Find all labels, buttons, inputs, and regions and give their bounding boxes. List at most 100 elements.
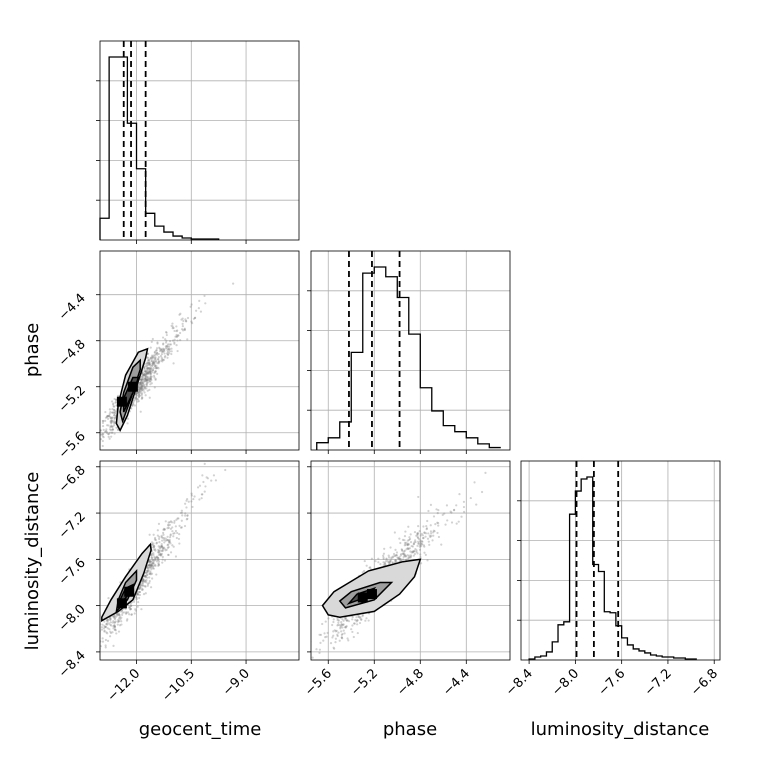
joint-geocent-time-vs-phase-point xyxy=(137,394,140,397)
joint-geocent-time-vs-luminosity-distance-point xyxy=(121,611,124,614)
joint-phase-vs-luminosity-distance-point xyxy=(322,639,325,642)
joint-geocent-time-vs-luminosity-distance-point xyxy=(156,551,160,554)
ylabel-phase: phase xyxy=(22,323,43,377)
joint-geocent-time-vs-luminosity-distance-point xyxy=(157,562,160,565)
joint-geocent-time-vs-luminosity-distance-point xyxy=(168,538,171,542)
joint-geocent-time-vs-phase-point xyxy=(109,417,112,420)
joint-geocent-time-vs-phase-point xyxy=(148,377,152,380)
joint-geocent-time-vs-luminosity-distance-point xyxy=(116,620,120,623)
joint-geocent-time-vs-phase-point xyxy=(147,361,150,364)
joint-geocent-time-vs-phase-point xyxy=(111,425,114,428)
joint-geocent-time-vs-luminosity-distance-point xyxy=(142,593,146,596)
joint-geocent-time-vs-phase-point xyxy=(151,355,154,358)
joint-geocent-time-vs-phase-point xyxy=(144,379,147,382)
joint-geocent-time-vs-luminosity-distance-point xyxy=(116,614,119,617)
joint-phase-vs-luminosity-distance-point xyxy=(407,554,411,557)
joint-geocent-time-vs-luminosity-distance-point xyxy=(168,521,171,524)
joint-geocent-time-vs-phase-point xyxy=(154,378,157,381)
joint-phase-vs-luminosity-distance-point xyxy=(368,566,371,569)
joint-geocent-time-vs-phase-point xyxy=(153,356,156,359)
joint-geocent-time-vs-luminosity-distance-point xyxy=(144,576,147,579)
joint-phase-vs-luminosity-distance-point xyxy=(395,554,398,557)
joint-geocent-time-vs-luminosity-distance-point xyxy=(179,511,182,514)
joint-geocent-time-vs-luminosity-distance-point xyxy=(150,572,154,575)
joint-phase-vs-luminosity-distance-point xyxy=(319,633,323,636)
joint-phase-vs-luminosity-distance-point xyxy=(397,557,400,560)
joint-phase-vs-luminosity-distance-point xyxy=(343,632,346,635)
joint-phase-vs-luminosity-distance-point xyxy=(388,560,392,563)
joint-geocent-time-vs-phase-point xyxy=(140,392,144,395)
joint-geocent-time-vs-luminosity-distance-point xyxy=(187,500,190,503)
joint-geocent-time-vs-luminosity-distance-point xyxy=(132,600,136,603)
joint-geocent-time-vs-phase-point xyxy=(146,381,149,384)
joint-geocent-time-vs-phase-point xyxy=(150,356,153,359)
joint-geocent-time-vs-phase-point xyxy=(147,379,151,382)
joint-geocent-time-vs-luminosity-distance-point xyxy=(186,498,189,501)
joint-geocent-time-vs-phase-point xyxy=(168,352,171,355)
joint-phase-vs-luminosity-distance-point xyxy=(413,550,416,553)
joint-geocent-time-vs-luminosity-distance-point xyxy=(160,545,163,548)
joint-geocent-time-vs-phase-point xyxy=(141,376,144,379)
joint-phase-vs-luminosity-distance-point xyxy=(382,563,385,566)
joint-phase-vs-luminosity-distance-point xyxy=(331,623,334,627)
joint-geocent-time-vs-luminosity-distance-point xyxy=(167,546,170,549)
joint-phase-vs-luminosity-distance-point xyxy=(382,554,385,557)
joint-geocent-time-vs-luminosity-distance-point xyxy=(157,548,160,551)
joint-geocent-time-vs-luminosity-distance-point xyxy=(184,502,187,505)
joint-geocent-time-vs-phase-point xyxy=(165,345,168,348)
joint-geocent-time-vs-phase-point xyxy=(149,383,152,386)
joint-geocent-time-vs-luminosity-distance-point xyxy=(157,563,160,566)
joint-geocent-time-vs-phase-point xyxy=(180,318,183,321)
joint-geocent-time-vs-phase-point xyxy=(111,411,114,414)
joint-geocent-time-vs-phase-point xyxy=(173,329,176,333)
joint-geocent-time-vs-phase-point xyxy=(155,347,159,350)
joint-geocent-time-vs-phase-point xyxy=(148,362,151,365)
joint-geocent-time-vs-phase-point xyxy=(154,359,157,362)
joint-phase-vs-luminosity-distance-point xyxy=(344,626,347,629)
joint-geocent-time-vs-phase-point xyxy=(149,366,152,370)
joint-geocent-time-vs-phase-point xyxy=(155,360,158,363)
joint-phase-vs-luminosity-distance-point xyxy=(332,630,335,633)
joint-phase-vs-luminosity-distance-point xyxy=(400,548,403,551)
joint-geocent-time-vs-luminosity-distance-points xyxy=(100,462,227,650)
joint-geocent-time-vs-phase-point xyxy=(89,450,91,452)
joint-geocent-time-vs-phase-point xyxy=(154,370,157,373)
joint-geocent-time-vs-phase-point xyxy=(155,366,158,370)
joint-geocent-time-vs-luminosity-distance-point xyxy=(167,539,171,542)
joint-geocent-time-vs-phase-point xyxy=(151,360,154,363)
joint-geocent-time-vs-luminosity-distance-point xyxy=(121,613,124,616)
joint-geocent-time-vs-phase-point xyxy=(146,378,150,381)
joint-geocent-time-vs-phase-point xyxy=(149,370,152,374)
joint-geocent-time-vs-luminosity-distance-point xyxy=(161,549,164,553)
joint-geocent-time-vs-luminosity-distance-point xyxy=(151,565,155,568)
joint-geocent-time-vs-luminosity-distance-point xyxy=(168,540,171,543)
joint-phase-vs-luminosity-distance-point xyxy=(344,618,347,621)
joint-geocent-time-vs-luminosity-distance-point xyxy=(104,625,107,629)
joint-geocent-time-vs-phase-point xyxy=(151,356,154,360)
joint-phase-vs-luminosity-distance-point xyxy=(359,615,362,619)
joint-geocent-time-vs-phase-point xyxy=(232,282,235,285)
joint-geocent-time-vs-phase-point xyxy=(147,359,150,362)
joint-geocent-time-vs-luminosity-distance-ytick-label: −8.0 xyxy=(56,602,89,635)
joint-geocent-time-vs-luminosity-distance-point xyxy=(160,552,163,555)
joint-phase-vs-luminosity-distance-point xyxy=(407,547,410,551)
joint-geocent-time-vs-phase-point xyxy=(103,430,107,433)
joint-geocent-time-vs-luminosity-distance-point xyxy=(147,569,150,572)
joint-geocent-time-vs-luminosity-distance-point xyxy=(118,613,121,616)
joint-geocent-time-vs-luminosity-distance-point xyxy=(109,621,113,624)
hist-luminosity-distance-xtick-label: −7.6 xyxy=(596,666,629,699)
joint-phase-vs-luminosity-distance-point xyxy=(390,556,393,559)
joint-phase-vs-luminosity-distance-point xyxy=(351,615,354,619)
hist-phase-bar xyxy=(351,352,363,450)
joint-geocent-time-vs-luminosity-distance-point xyxy=(125,612,128,615)
joint-phase-vs-luminosity-distance-point xyxy=(410,544,413,548)
joint-geocent-time-vs-phase-point xyxy=(139,387,142,390)
joint-geocent-time-vs-luminosity-distance-point xyxy=(109,630,112,633)
joint-geocent-time-vs-phase-point xyxy=(113,420,116,423)
joint-phase-vs-luminosity-distance-point xyxy=(333,647,336,650)
joint-geocent-time-vs-phase-point xyxy=(97,443,99,445)
joint-geocent-time-vs-phase-point xyxy=(168,345,171,348)
joint-geocent-time-vs-luminosity-distance-point xyxy=(104,644,107,647)
joint-phase-vs-luminosity-distance-point xyxy=(412,550,415,553)
joint-phase-vs-luminosity-distance-point xyxy=(475,503,478,506)
